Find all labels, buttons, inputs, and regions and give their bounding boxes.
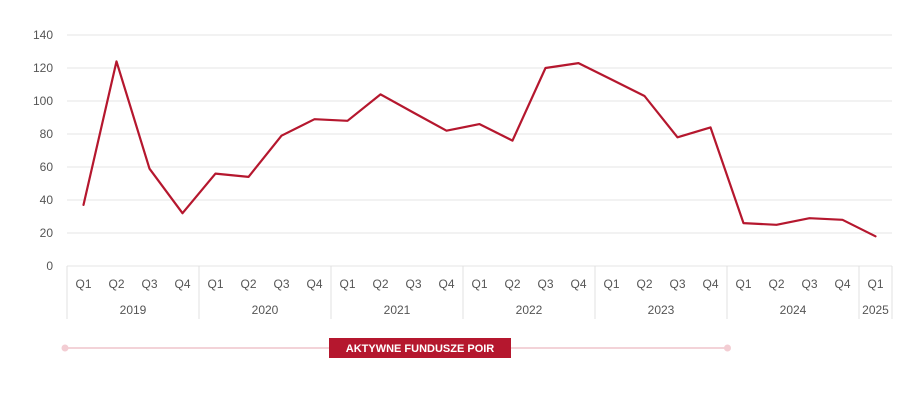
y-tick-label: 40 — [40, 193, 54, 207]
data-point — [213, 171, 219, 177]
data-point — [675, 134, 681, 140]
x-group-label: 2020 — [252, 303, 279, 317]
y-tick-label: 140 — [33, 28, 53, 42]
x-tick-label: Q1 — [735, 277, 751, 291]
data-point — [378, 91, 384, 97]
annotation-range-start — [61, 344, 69, 352]
data-point — [642, 93, 648, 99]
annotation-label: AKTYWNE FUNDUSZE POIR — [346, 343, 495, 355]
data-point — [741, 220, 747, 226]
y-tick-label: 0 — [46, 259, 53, 273]
x-tick-label: Q3 — [141, 277, 157, 291]
x-tick-label: Q3 — [273, 277, 289, 291]
data-point — [114, 58, 120, 64]
x-tick-label: Q1 — [867, 277, 883, 291]
x-tick-label: Q4 — [306, 277, 322, 291]
x-tick-label: Q1 — [75, 277, 91, 291]
data-point — [543, 65, 549, 71]
annotation-range-end — [724, 344, 731, 352]
x-tick-label: Q4 — [174, 277, 190, 291]
x-tick-label: Q4 — [570, 277, 586, 291]
data-point — [411, 110, 417, 116]
x-tick-label: Q2 — [636, 277, 652, 291]
data-point — [246, 174, 252, 180]
x-tick-label: Q4 — [834, 277, 850, 291]
x-tick-label: Q2 — [108, 277, 124, 291]
x-group-label: 2022 — [516, 303, 543, 317]
data-point — [708, 124, 714, 130]
y-tick-label: 80 — [40, 127, 54, 141]
y-tick-label: 20 — [40, 226, 54, 240]
x-tick-label: Q1 — [207, 277, 223, 291]
data-point — [81, 202, 87, 208]
x-group-label: 2023 — [648, 303, 675, 317]
data-point — [147, 166, 153, 172]
x-tick-label: Q1 — [339, 277, 355, 291]
x-tick-label: Q2 — [240, 277, 256, 291]
x-tick-label: Q3 — [669, 277, 685, 291]
y-tick-label: 120 — [33, 61, 53, 75]
x-tick-label: Q4 — [702, 277, 718, 291]
data-point — [345, 118, 351, 124]
data-point — [840, 217, 846, 223]
series-line — [82, 60, 877, 238]
data-point — [444, 128, 450, 134]
x-tick-label: Q3 — [405, 277, 421, 291]
data-point — [279, 133, 285, 139]
data-point — [609, 77, 615, 83]
data-point — [477, 121, 483, 127]
x-tick-label: Q2 — [504, 277, 520, 291]
data-point — [873, 233, 879, 239]
x-tick-label: Q2 — [768, 277, 784, 291]
data-point — [774, 222, 780, 228]
annotation-badge — [329, 338, 511, 358]
x-tick-label: Q3 — [537, 277, 553, 291]
x-tick-label: Q2 — [372, 277, 388, 291]
data-point — [576, 60, 582, 66]
data-point — [180, 210, 186, 216]
data-point — [807, 215, 813, 221]
x-tick-label: Q1 — [603, 277, 619, 291]
y-tick-label: 100 — [33, 94, 53, 108]
x-group-label: 2021 — [384, 303, 411, 317]
x-tick-label: Q1 — [471, 277, 487, 291]
data-point — [312, 116, 318, 122]
data-point — [510, 138, 516, 144]
x-tick-label: Q3 — [801, 277, 817, 291]
x-group-label: 2019 — [120, 303, 147, 317]
x-tick-label: Q4 — [438, 277, 454, 291]
y-tick-label: 60 — [40, 160, 54, 174]
x-group-label: 2025 — [862, 303, 889, 317]
x-group-label: 2024 — [780, 303, 807, 317]
